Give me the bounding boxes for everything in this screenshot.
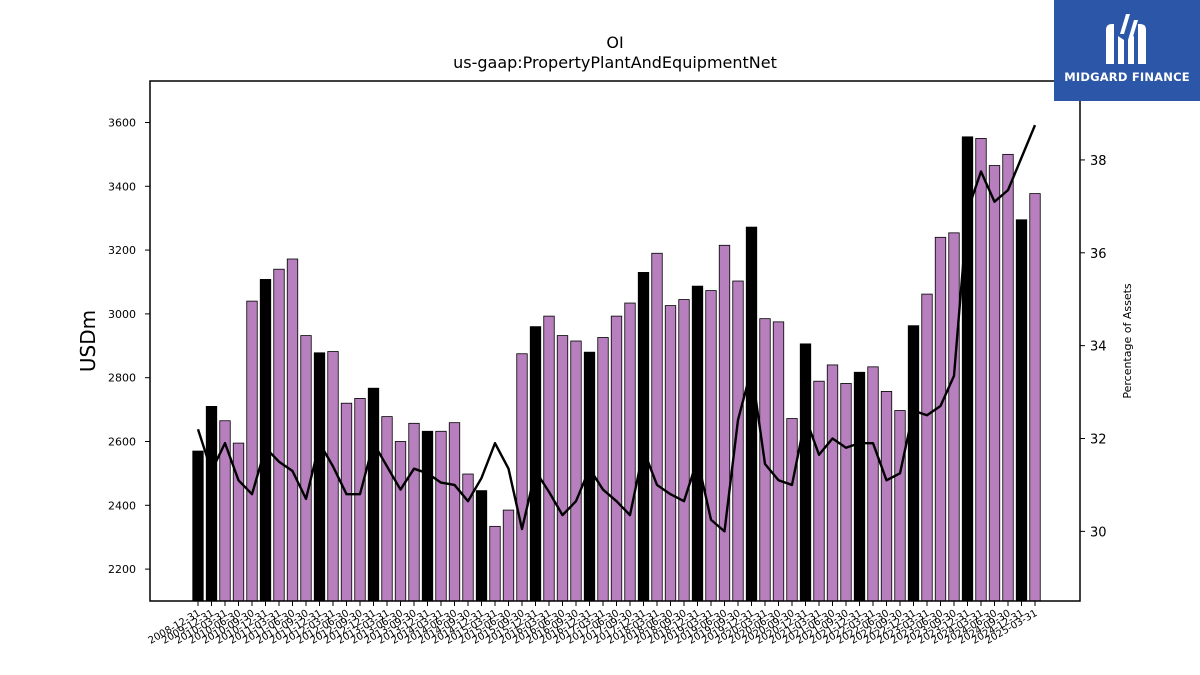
y-tick-label: 3600 [108,116,136,129]
bar [286,258,299,602]
bar [799,343,812,602]
bar [340,402,353,602]
bar [934,236,947,602]
bar [637,272,650,602]
bar [408,422,420,602]
bar [1002,153,1014,602]
bar [678,299,690,602]
y-tick-label: 2600 [108,435,136,448]
y2-tick-label: 30 [1090,525,1107,540]
bar [813,380,825,602]
bar [192,450,204,602]
bar [489,525,501,602]
y2-tick-label: 32 [1090,433,1107,448]
y-tick-label: 2400 [108,499,136,512]
bar [543,315,555,602]
bar [367,387,380,602]
bar [556,335,569,602]
bar [664,305,677,602]
bar [948,232,960,602]
bar [259,279,272,602]
bar [907,325,920,602]
bar [691,285,704,602]
bar [354,398,366,602]
bar [624,302,636,602]
chart-title: OI [606,33,623,52]
y2-tick-label: 38 [1090,154,1107,169]
bar [219,420,231,602]
brand-logo: MIDGARD FINANCE [1054,0,1200,101]
bar [894,410,906,602]
bar [435,430,447,602]
y-tick-label: 3400 [108,180,136,193]
midgard-logo-icon [1106,14,1146,64]
bar [475,490,488,602]
brand-name: MIDGARD FINANCE [1064,70,1190,84]
bar [448,422,461,602]
bar [502,509,515,602]
bar [610,315,623,602]
y2-axis-label: Percentage of Assets [1121,283,1134,399]
y2-tick-label: 36 [1090,247,1107,262]
bar [273,268,285,602]
y-tick-label: 3200 [108,244,136,257]
bar [597,337,609,602]
bar [880,390,893,602]
bar [826,364,839,602]
y-tick-label: 2800 [108,372,136,385]
bar [961,136,974,602]
y-tick-label: 2200 [108,563,136,576]
y-tick-label: 3000 [108,308,136,321]
bar [718,244,731,602]
bar [313,352,326,602]
bar [300,335,312,602]
bar [205,405,218,602]
plot-frame [149,80,1081,602]
chart-subtitle: us-gaap:PropertyPlantAndEquipmentNet [453,53,777,72]
bar [381,416,393,602]
bar [975,138,987,602]
bar [570,340,582,602]
bar [394,441,407,602]
bar [745,226,758,602]
bar [421,430,434,602]
bar [772,321,785,602]
y2-tick-label: 34 [1090,340,1107,355]
bar [840,383,852,602]
bar-series [192,136,1041,602]
axes: 2200 2400 2600 2800 3000 3200 3400 3600 30 32 34 36… [108,80,1107,647]
line-series [196,124,1037,533]
bar [516,353,528,602]
bar [921,293,933,602]
bar [651,252,663,602]
bar [1029,193,1041,602]
bar [529,326,542,602]
bar [853,371,866,602]
bar [867,366,879,602]
percentage-line [196,124,1037,533]
bar [1015,219,1028,602]
bar [705,290,717,602]
bar [786,418,798,602]
y-axis-label: USDm [76,310,100,372]
bar [988,165,1001,602]
bar [246,300,258,602]
